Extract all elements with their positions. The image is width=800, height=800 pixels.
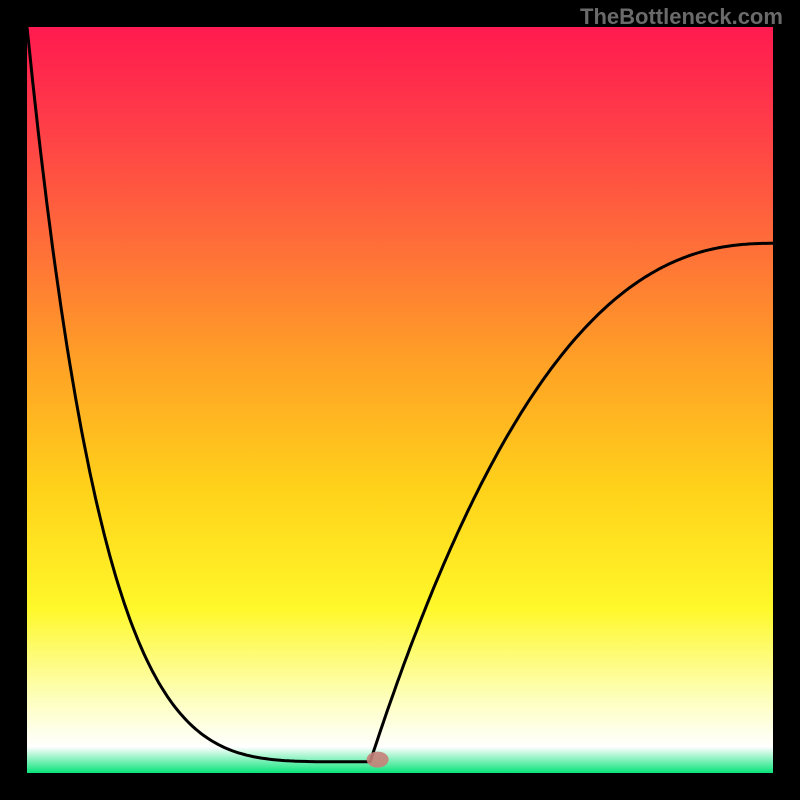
plot-background	[27, 27, 773, 773]
chart-svg	[0, 0, 800, 800]
apex-marker	[367, 752, 389, 768]
watermark-text: TheBottleneck.com	[580, 4, 783, 30]
chart-container: TheBottleneck.com	[0, 0, 800, 800]
